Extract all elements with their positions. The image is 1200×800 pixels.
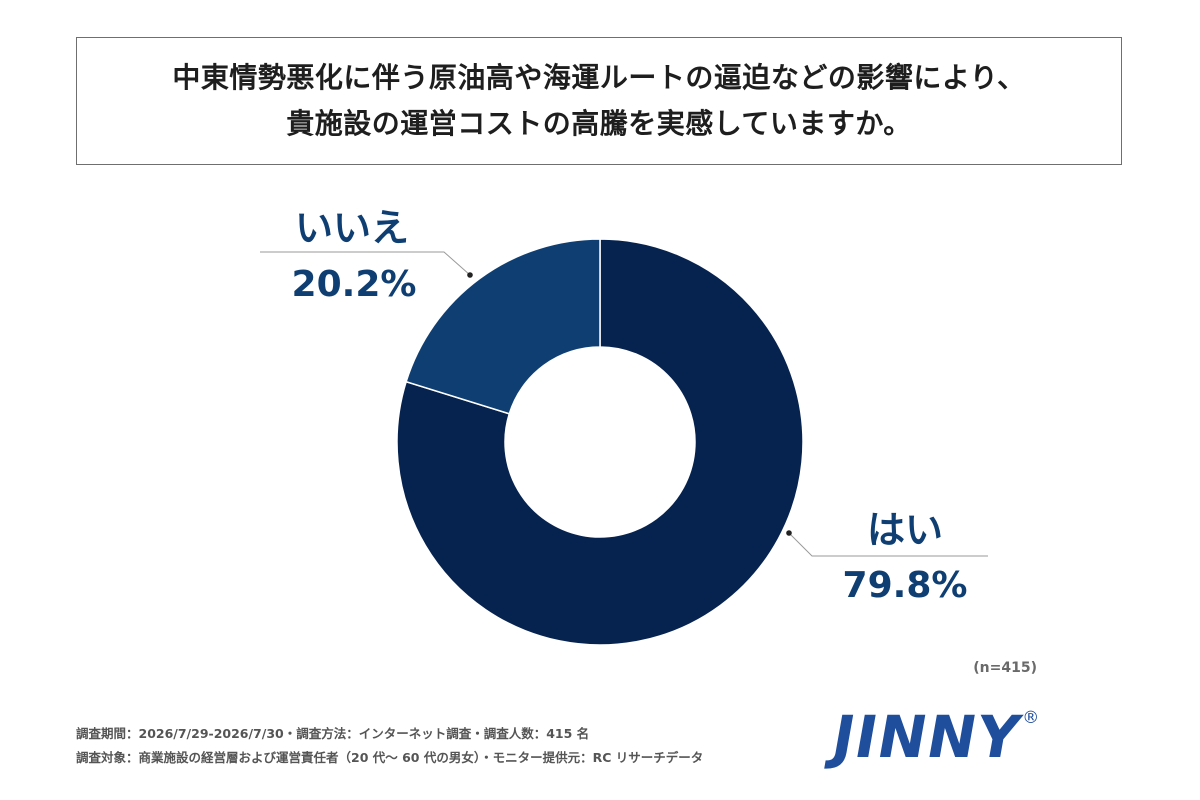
slice-label-no: いいえ bbox=[295, 206, 409, 250]
question-title-line-1: 中東情勢悪化に伴う原油高や海運ルートの逼迫などの影響により、 bbox=[172, 61, 1026, 94]
sample-size: (n=415) bbox=[973, 660, 1037, 676]
leader-line-no bbox=[260, 251, 471, 276]
donut-labels: はい 79.8% いいえ 20.2% bbox=[260, 206, 988, 606]
leader-dot-yes bbox=[786, 530, 792, 536]
survey-footnote-line-2: 調査対象：商業施設の経営層および運営責任者（20 代～ 60 代の男女）・モニタ… bbox=[76, 750, 704, 765]
registered-mark: ® bbox=[1022, 708, 1040, 728]
question-title-line-2: 貴施設の運営コストの高騰を実感していますか。 bbox=[286, 107, 912, 140]
slice-value-yes: 79.8% bbox=[843, 565, 968, 606]
donut-slice-no bbox=[405, 238, 601, 415]
question-title-box: 中東情勢悪化に伴う原油高や海運ルートの逼迫などの影響により、 貴施設の運営コスト… bbox=[76, 37, 1122, 165]
jinny-logo-text: JINNY bbox=[827, 703, 1027, 771]
leader-line-yes bbox=[788, 532, 988, 557]
leader-dot-no bbox=[467, 272, 473, 278]
jinny-logo: JINNY ® bbox=[827, 703, 1040, 771]
slice-label-yes: はい bbox=[867, 508, 943, 552]
donut-slices bbox=[396, 238, 804, 646]
slice-value-no: 20.2% bbox=[292, 264, 417, 305]
survey-footnote-line-1: 調査期間：2026/7/29-2026/7/30・調査方法：インターネット調査・… bbox=[76, 726, 590, 741]
survey-footnotes: 調査期間：2026/7/29-2026/7/30・調査方法：インターネット調査・… bbox=[76, 722, 703, 770]
donut-slice-yes bbox=[396, 238, 804, 646]
